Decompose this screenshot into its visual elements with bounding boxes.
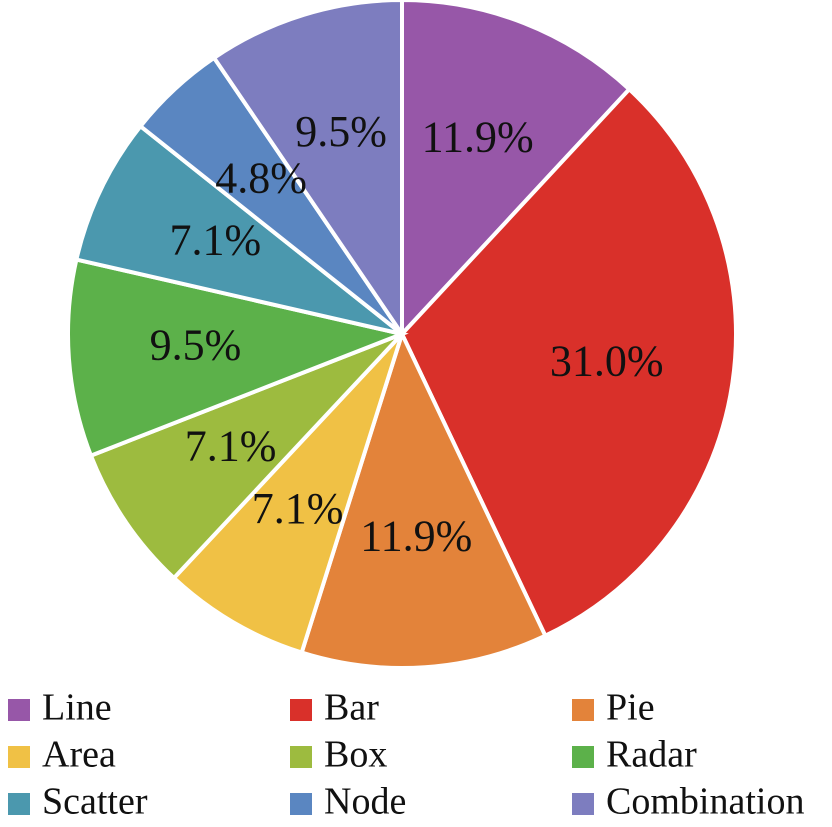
legend-swatch xyxy=(290,793,312,815)
legend-label: Bar xyxy=(324,687,379,729)
legend-swatch xyxy=(572,793,594,815)
pie-slice xyxy=(299,328,548,670)
pie-slice xyxy=(399,86,738,639)
value-label: 11.9% xyxy=(360,512,472,561)
legend-label: Area xyxy=(42,734,116,776)
legend-label: Radar xyxy=(606,734,697,776)
legend-swatch xyxy=(572,699,594,721)
legend-swatch xyxy=(290,746,312,768)
legend-swatch xyxy=(290,699,312,721)
legend-swatch xyxy=(8,746,30,768)
value-label: 11.9% xyxy=(422,112,534,161)
pie-slice xyxy=(400,0,633,340)
value-label: 7.1% xyxy=(185,421,277,470)
legend-label: Pie xyxy=(606,687,655,729)
legend-label: Scatter xyxy=(42,781,148,823)
legend-swatch xyxy=(8,793,30,815)
value-label: 7.1% xyxy=(252,484,344,533)
pie-slice xyxy=(171,332,404,656)
legend-swatch xyxy=(572,746,594,768)
value-label: 9.5% xyxy=(295,107,387,156)
pie-slice xyxy=(66,257,409,459)
pie-slice xyxy=(88,332,404,581)
value-label: 9.5% xyxy=(150,320,242,369)
pie-slice xyxy=(74,123,404,336)
legend-label: Line xyxy=(42,687,112,729)
legend-label: Combination xyxy=(606,781,804,823)
pie-slice xyxy=(211,0,404,341)
value-label: 4.8% xyxy=(215,153,307,202)
legend-label: Node xyxy=(324,781,406,823)
legend-swatch xyxy=(8,699,30,721)
value-label: 31.0% xyxy=(550,337,664,386)
legend-label: Box xyxy=(324,734,387,776)
value-label: 7.1% xyxy=(170,215,262,264)
